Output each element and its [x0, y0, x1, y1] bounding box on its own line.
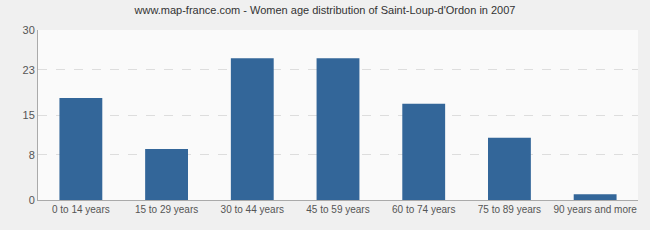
svg-text:15 to 29 years: 15 to 29 years [135, 204, 198, 215]
svg-text:0: 0 [29, 194, 35, 206]
svg-text:30: 30 [23, 24, 35, 36]
svg-text:8: 8 [29, 149, 35, 161]
svg-text:30 to 44 years: 30 to 44 years [221, 204, 284, 215]
svg-text:15: 15 [23, 109, 35, 121]
svg-text:60 to 74 years: 60 to 74 years [392, 204, 455, 215]
svg-text:45 to 59 years: 45 to 59 years [306, 204, 369, 215]
svg-text:75 to 89 years: 75 to 89 years [478, 204, 541, 215]
svg-text:90 years and more: 90 years and more [553, 204, 637, 215]
svg-text:www.map-france.com - Women age: www.map-france.com - Women age distribut… [134, 4, 516, 16]
svg-text:23: 23 [23, 64, 35, 76]
svg-text:0 to 14 years: 0 to 14 years [52, 204, 110, 215]
